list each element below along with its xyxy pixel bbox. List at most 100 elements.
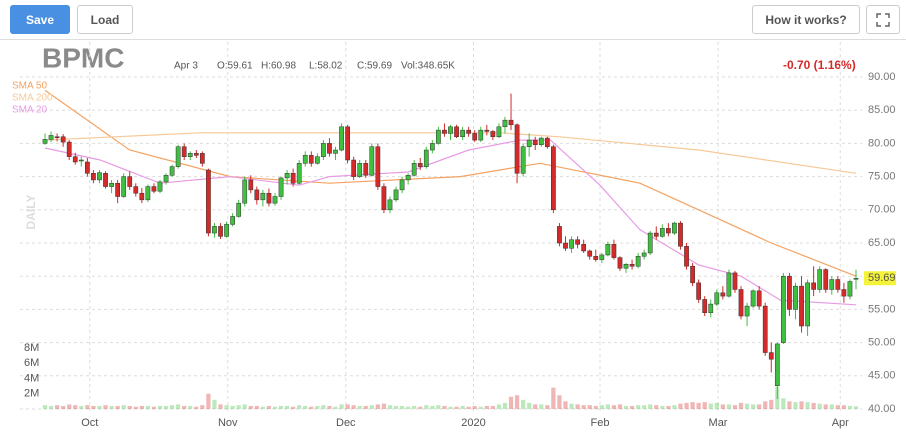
volume-bar	[248, 405, 253, 409]
y-tick-label: 70.00	[868, 204, 896, 216]
candle-body	[206, 169, 211, 234]
candle-body	[599, 254, 605, 260]
candle-body	[236, 202, 242, 217]
volume-tick-label: 8M	[24, 342, 39, 354]
volume-bar	[412, 405, 417, 409]
candle-body	[284, 173, 290, 179]
candle-body	[629, 263, 635, 267]
candle-body	[429, 143, 435, 151]
volume-bar	[224, 405, 229, 409]
volume-bar	[284, 405, 290, 409]
volume-bar	[176, 404, 181, 409]
volume-bar	[829, 404, 834, 409]
candle-body	[169, 166, 175, 176]
volume-bar	[357, 405, 362, 409]
candle-body	[829, 279, 835, 290]
candle-body	[653, 232, 659, 237]
volume-bar	[623, 405, 629, 409]
volume-bar	[127, 405, 132, 409]
volume-bar	[599, 405, 604, 409]
candle-body	[641, 252, 647, 257]
volume-bar	[575, 404, 580, 409]
candle-body	[314, 156, 320, 164]
candle-body	[436, 129, 441, 144]
volume-bar	[484, 405, 489, 409]
candle-body	[853, 278, 859, 280]
x-tick-label: Dec	[336, 417, 356, 429]
candle-body	[823, 269, 829, 290]
candle-body	[659, 228, 665, 237]
volume-bar	[418, 406, 423, 409]
volume-bar	[430, 405, 435, 409]
candle-body	[793, 285, 798, 310]
volume-bar	[442, 405, 447, 409]
candle-body	[605, 244, 611, 256]
volume-bar	[212, 399, 217, 409]
volume-bar	[690, 402, 695, 409]
volume-bar	[278, 405, 284, 409]
candle-body	[696, 282, 702, 300]
candle-body	[569, 239, 574, 249]
candle-body	[520, 146, 526, 174]
volume-bar	[490, 405, 495, 409]
candle-body	[768, 352, 774, 360]
fullscreen-button[interactable]	[866, 5, 900, 34]
candle-body	[411, 163, 417, 176]
candle-body	[127, 176, 133, 187]
candle-body	[381, 186, 387, 211]
volume-bar	[200, 405, 205, 409]
volume-bar	[387, 405, 393, 409]
candle-body	[774, 343, 780, 387]
volume-bar	[514, 395, 520, 409]
volume-bar	[315, 405, 320, 409]
candle-body	[466, 129, 472, 134]
volume-bar	[527, 402, 532, 409]
volume-bar	[757, 404, 762, 409]
candle-body	[230, 216, 235, 225]
candle-body	[478, 129, 484, 141]
candle-body	[84, 161, 90, 174]
info-text: Vol:348.65K	[401, 61, 455, 72]
candle-body	[339, 126, 344, 151]
candle-body	[417, 163, 423, 167]
volume-bar	[188, 405, 193, 409]
candle-body	[393, 189, 399, 201]
volume-bar	[375, 404, 380, 409]
help-button[interactable]: How it works?	[752, 5, 860, 34]
candle-body	[623, 263, 629, 269]
volume-bar	[478, 406, 483, 409]
load-button[interactable]: Load	[77, 5, 133, 34]
candle-body	[345, 126, 350, 161]
volume-bar	[109, 405, 114, 409]
volume-bar	[333, 406, 338, 409]
volume-bar	[85, 405, 90, 409]
volume-tick-label: 6M	[24, 357, 39, 369]
volume-bar	[42, 405, 48, 409]
candle-body	[375, 146, 381, 187]
candle-body	[726, 272, 732, 297]
volume-bar	[835, 405, 840, 409]
volume-bar	[799, 401, 804, 409]
candle-body	[333, 149, 338, 154]
volume-bar	[254, 405, 259, 409]
candle-body	[351, 159, 357, 177]
volume-bar	[145, 405, 151, 409]
volume-bar	[363, 405, 368, 409]
volume-bar	[636, 405, 641, 409]
volume-bar	[454, 406, 459, 409]
volume-bar	[823, 404, 828, 409]
volume-bar	[218, 404, 223, 409]
candle-body	[484, 129, 490, 132]
volume-bar	[720, 404, 725, 409]
volume-bar	[708, 403, 713, 409]
volume-bar	[732, 405, 738, 409]
volume-bar	[309, 406, 314, 409]
volume-bar	[345, 404, 350, 409]
candle-body	[151, 186, 157, 192]
candle-body	[405, 175, 411, 181]
volume-bar	[54, 405, 60, 409]
save-button[interactable]: Save	[10, 5, 70, 34]
candle-body	[115, 182, 120, 197]
y-tick-label: 85.00	[868, 104, 896, 116]
